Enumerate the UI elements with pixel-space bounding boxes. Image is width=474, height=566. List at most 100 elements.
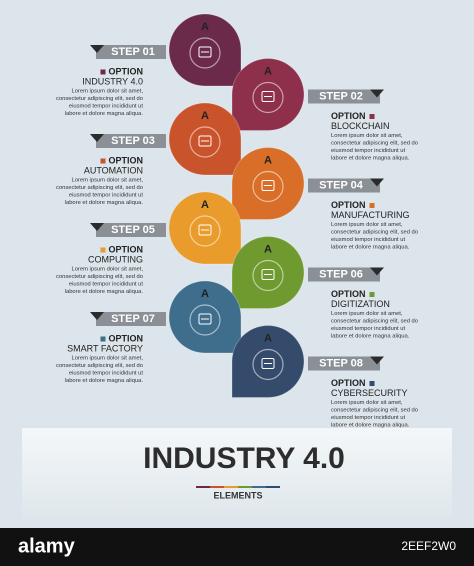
color-rule bbox=[196, 486, 280, 488]
option-title: MANUFACTURING bbox=[331, 210, 410, 220]
option-title: AUTOMATION bbox=[84, 165, 143, 175]
option-text: consectetur adipiscing elit, sed do bbox=[331, 141, 418, 147]
step-banner bbox=[96, 134, 166, 148]
footer-bar bbox=[0, 528, 474, 566]
option-title: CYBERSECURITY bbox=[331, 388, 408, 398]
brand: alamy bbox=[18, 535, 76, 557]
step-label: STEP 04 bbox=[319, 179, 364, 191]
step-banner bbox=[308, 178, 380, 193]
option-text: Lorem ipsum dolor sit amet, bbox=[331, 311, 403, 317]
option-text: eiusmod tempor incididunt ut bbox=[69, 104, 144, 110]
option-text: consectetur adipiscing elit, sed do bbox=[56, 185, 143, 191]
step-drop bbox=[231, 57, 305, 131]
option-marker bbox=[369, 292, 375, 297]
title: INDUSTRY 4.0 bbox=[143, 442, 345, 475]
icon bbox=[261, 91, 275, 102]
option-text: Lorem ipsum dolor sit amet, bbox=[331, 222, 403, 228]
option-text: consectetur adipiscing elit, sed do bbox=[56, 363, 143, 369]
option-text: Lorem ipsum dolor sit amet, bbox=[331, 133, 403, 139]
option-label: OPTION bbox=[108, 244, 143, 254]
banner-arrow bbox=[90, 223, 104, 231]
option-text: consectetur adipiscing elit, sed do bbox=[56, 96, 143, 102]
step-drop bbox=[168, 191, 242, 265]
option-marker bbox=[369, 381, 375, 386]
icon-ring bbox=[189, 215, 221, 247]
option-title: SMART FACTORY bbox=[67, 343, 143, 353]
option-text: eiusmod tempor incididunt ut bbox=[69, 193, 144, 199]
icon bbox=[198, 313, 212, 325]
option-label: OPTION bbox=[331, 111, 366, 121]
icon bbox=[198, 224, 212, 236]
step-drop bbox=[231, 324, 305, 398]
step-banner bbox=[96, 223, 166, 237]
option-marker bbox=[100, 69, 106, 75]
icon-ring bbox=[252, 348, 284, 381]
option-text: labore et dolore magna aliqua. bbox=[331, 423, 410, 429]
icon-ring bbox=[252, 81, 284, 114]
icon-ring bbox=[252, 259, 284, 292]
icon bbox=[261, 180, 275, 191]
step-letter: A bbox=[264, 154, 272, 166]
step-banner bbox=[96, 45, 166, 59]
step-drop bbox=[168, 102, 242, 176]
icon bbox=[198, 46, 212, 58]
option-text: labore et dolore magna aliqua. bbox=[65, 200, 144, 206]
step-letter: A bbox=[201, 288, 209, 300]
option-label: OPTION bbox=[331, 378, 366, 388]
icon-ring bbox=[252, 170, 284, 203]
title-panel bbox=[22, 428, 452, 518]
step-drop bbox=[231, 235, 305, 309]
step-banner bbox=[308, 89, 380, 104]
banner-arrow bbox=[90, 134, 104, 142]
icon bbox=[261, 269, 275, 280]
step-label: STEP 02 bbox=[319, 90, 363, 102]
icon-ring bbox=[189, 126, 221, 158]
step-drop bbox=[168, 13, 242, 87]
option-text: eiusmod tempor incididunt ut bbox=[331, 415, 406, 421]
icon bbox=[198, 135, 212, 147]
option-text: eiusmod tempor incididunt ut bbox=[331, 237, 406, 243]
option-text: labore et dolore magna aliqua. bbox=[331, 156, 410, 162]
step-letter: A bbox=[201, 199, 209, 211]
option-text: Lorem ipsum dolor sit amet, bbox=[71, 89, 143, 95]
option-text: consectetur adipiscing elit, sed do bbox=[331, 319, 418, 325]
step-label: STEP 03 bbox=[111, 135, 155, 147]
step-label: STEP 06 bbox=[319, 268, 363, 280]
option-label: OPTION bbox=[108, 66, 143, 76]
option-text: consectetur adipiscing elit, sed do bbox=[56, 274, 143, 280]
option-text: labore et dolore magna aliqua. bbox=[331, 334, 410, 340]
option-text: eiusmod tempor incididunt ut bbox=[331, 148, 406, 154]
step-letter: A bbox=[264, 65, 272, 77]
image-id: 2EEF2W0 bbox=[401, 539, 456, 553]
step-label: STEP 08 bbox=[319, 357, 363, 369]
step-banner bbox=[96, 312, 166, 326]
step-letter: A bbox=[201, 110, 209, 122]
option-text: Lorem ipsum dolor sit amet, bbox=[331, 400, 403, 406]
option-text: consectetur adipiscing elit, sed do bbox=[331, 230, 418, 236]
step-letter: A bbox=[264, 243, 272, 255]
option-title: INDUSTRY 4.0 bbox=[82, 76, 143, 86]
option-label: OPTION bbox=[108, 333, 143, 343]
option-text: labore et dolore magna aliqua. bbox=[331, 245, 410, 251]
banner-arrow bbox=[370, 178, 384, 187]
banner-arrow bbox=[370, 89, 384, 98]
option-title: BLOCKCHAIN bbox=[331, 121, 390, 131]
step-letter: A bbox=[264, 332, 272, 344]
banner-arrow bbox=[90, 45, 104, 53]
option-text: Lorem ipsum dolor sit amet, bbox=[71, 267, 143, 273]
option-marker bbox=[100, 336, 106, 342]
option-text: labore et dolore magna aliqua. bbox=[65, 289, 144, 295]
step-label: STEP 07 bbox=[111, 313, 155, 325]
banner-arrow bbox=[370, 356, 384, 365]
banner-arrow bbox=[90, 312, 104, 320]
option-marker bbox=[100, 158, 106, 164]
step-banner bbox=[308, 267, 380, 282]
step-letter: A bbox=[201, 21, 209, 33]
option-text: eiusmod tempor incididunt ut bbox=[69, 371, 144, 377]
